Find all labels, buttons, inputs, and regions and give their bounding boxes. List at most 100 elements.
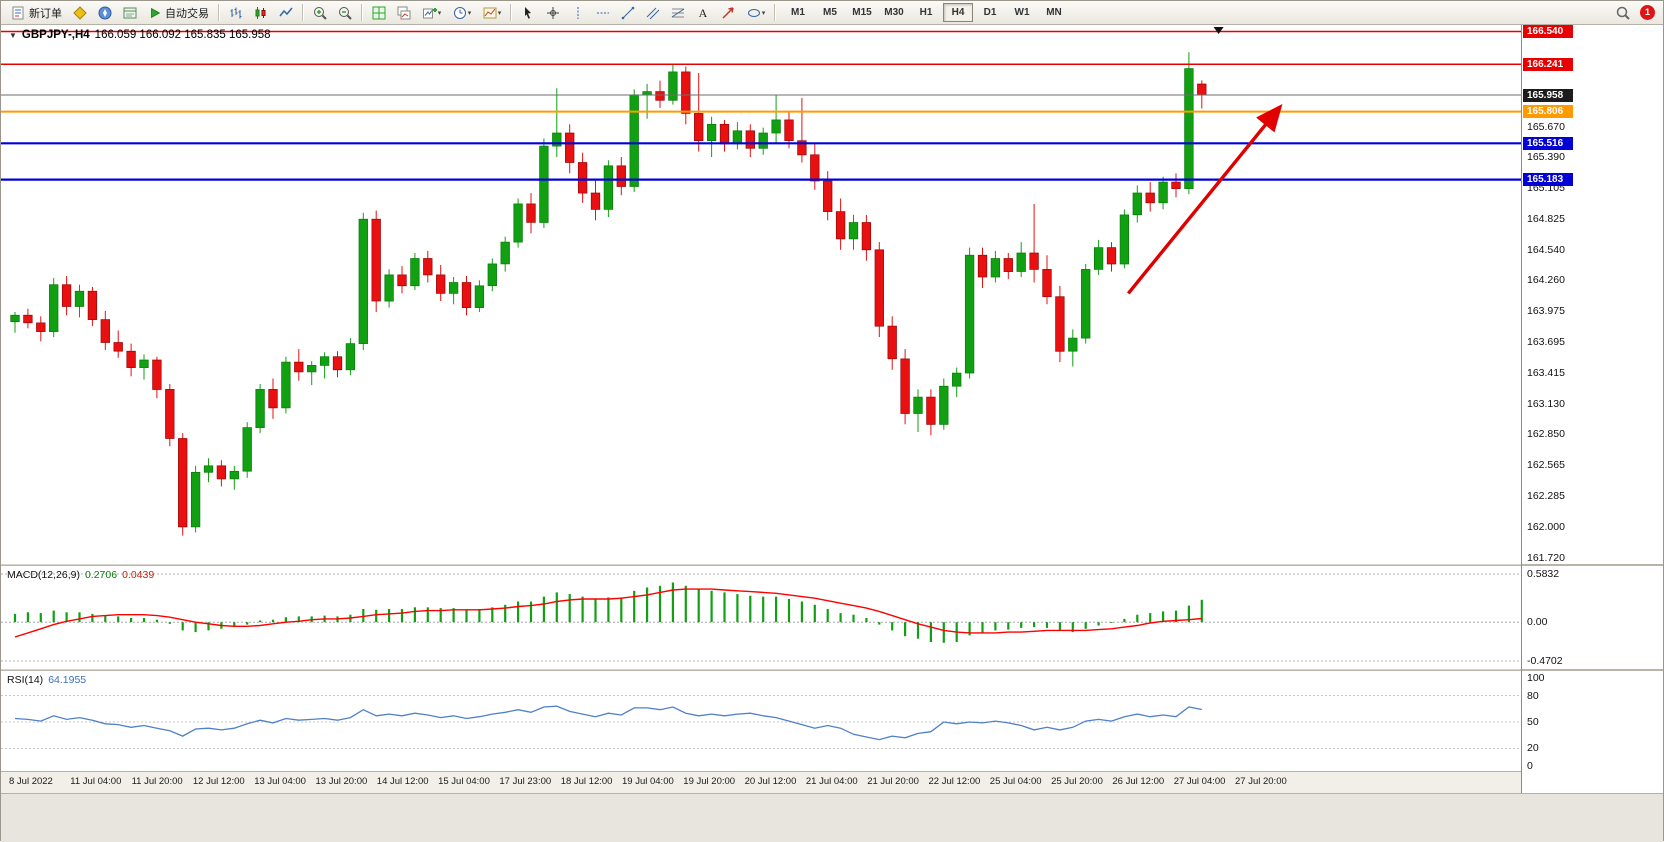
time-label: 21 Jul 04:00 xyxy=(805,776,858,787)
price-tick: 163.130 xyxy=(1527,397,1565,410)
horizontal-line-icon xyxy=(597,12,609,13)
indicators-button[interactable]: ▾ xyxy=(417,2,446,24)
crosshair-icon xyxy=(547,6,559,19)
macd-name: MACD(12,26,9) xyxy=(7,569,80,581)
navigator-button[interactable] xyxy=(93,2,117,24)
terminal-icon xyxy=(123,7,137,18)
time-label: 25 Jul 20:00 xyxy=(1051,776,1103,787)
time-label: 26 Jul 12:00 xyxy=(1112,776,1165,787)
price-tag-165.183: 165.183 xyxy=(1523,173,1573,187)
time-label: 14 Jul 12:00 xyxy=(376,776,429,787)
notification-badge[interactable]: 1 xyxy=(1640,5,1655,20)
macd-canvas[interactable] xyxy=(1,566,1521,669)
price-tag-166.241: 166.241 xyxy=(1523,57,1573,71)
timeframe-h4-button[interactable]: H4 xyxy=(943,3,973,22)
dropdown-caret-icon: ▾ xyxy=(761,9,766,17)
timeframe-mn-button[interactable]: MN xyxy=(1046,7,1062,18)
fibonacci-icon xyxy=(671,8,685,17)
time-label: 27 Jul 04:00 xyxy=(1173,776,1226,787)
horizontal-line-button[interactable] xyxy=(591,2,615,24)
timeframe-toolbar: M1 M5 M15 M30 H1 H4 D1 W1 MN xyxy=(782,3,1070,22)
new-order-button[interactable]: 新订单 xyxy=(5,2,67,24)
macd-scale-tick: -0.4702 xyxy=(1527,655,1563,667)
bar-marker-icon xyxy=(1213,27,1224,34)
time-label: 11 Jul 04:00 xyxy=(70,776,122,787)
time-label: 8 Jul 2022 xyxy=(9,776,53,787)
zoom-out-button[interactable] xyxy=(333,2,357,24)
chart-ohlc-values: 166.059 166.092 165.835 165.958 xyxy=(94,29,271,41)
channel-icon xyxy=(646,7,660,19)
svg-text:A: A xyxy=(699,6,708,20)
zoom-in-button[interactable] xyxy=(308,2,332,24)
main-toolbar: 新订单 自动交易 xyxy=(1,1,1663,25)
price-tick: 162.850 xyxy=(1527,428,1565,441)
rsi-scale-tick: 20 xyxy=(1527,742,1539,755)
vertical-line-button[interactable] xyxy=(566,2,590,24)
price-tick: 162.285 xyxy=(1527,489,1565,502)
time-axis[interactable]: 8 Jul 2022 11 Jul 04:00 11 Jul 20:00 12 Jul… xyxy=(1,771,1521,793)
time-label: 22 Jul 12:00 xyxy=(928,776,981,787)
search-button[interactable] xyxy=(1611,2,1635,24)
crosshair-button[interactable] xyxy=(541,2,565,24)
terminal-button[interactable] xyxy=(118,2,142,24)
chart-column: ▼ GBPJPY-,H4 166.059 166.092 165.835 165… xyxy=(1,25,1521,793)
timeframe-m1-button[interactable]: M1 xyxy=(791,7,805,18)
line-chart-icon xyxy=(279,7,293,16)
timeframe-m30-button[interactable]: M30 xyxy=(884,7,904,18)
fibonacci-button[interactable] xyxy=(666,2,690,24)
price-tick: 165.670 xyxy=(1527,120,1565,133)
tile-windows-button[interactable] xyxy=(367,2,391,24)
price-tag-165.958: 165.958 xyxy=(1523,88,1573,102)
trendline-button[interactable] xyxy=(616,2,640,24)
templates-button[interactable]: ▾ xyxy=(477,2,506,24)
pane-splitter[interactable] xyxy=(1,564,1521,566)
trend-arrow[interactable] xyxy=(1126,103,1283,295)
price-pane[interactable]: ▼ GBPJPY-,H4 166.059 166.092 165.835 165… xyxy=(1,25,1521,564)
market-watch-icon xyxy=(73,5,87,20)
price-tag-166.540: 166.540 xyxy=(1523,25,1573,38)
periods-clock-icon xyxy=(453,6,466,19)
timeframe-h1-button[interactable]: H1 xyxy=(919,7,933,18)
auto-trading-label: 自动交易 xyxy=(165,7,209,20)
cascade-windows-button[interactable] xyxy=(392,2,416,24)
scale-splitter xyxy=(1522,669,1663,671)
separator xyxy=(774,4,776,21)
shapes-button[interactable]: ▾ xyxy=(741,2,770,24)
market-watch-button[interactable] xyxy=(68,2,92,24)
text-button[interactable]: A xyxy=(691,2,715,24)
cascade-windows-icon xyxy=(397,6,411,19)
indicators-icon xyxy=(422,7,437,18)
pane-splitter[interactable] xyxy=(1,669,1521,671)
arrows-button[interactable] xyxy=(716,2,740,24)
price-chart-canvas[interactable] xyxy=(1,25,1521,564)
periods-button[interactable]: ▾ xyxy=(447,2,476,24)
rsi-scale-tick: 0 xyxy=(1527,760,1533,772)
price-scale[interactable]: 165.670 165.390 165.105 164.825 164.540 164.2… xyxy=(1521,25,1663,793)
price-tick: 163.415 xyxy=(1527,366,1565,379)
price-tick: 165.390 xyxy=(1527,151,1565,163)
rsi-name: RSI(14) xyxy=(7,674,44,686)
separator xyxy=(510,4,512,21)
line-chart-button[interactable] xyxy=(274,2,298,24)
timeframe-d1-button[interactable]: D1 xyxy=(983,7,997,18)
timeframe-m5-button[interactable]: M5 xyxy=(823,7,837,18)
rsi-canvas[interactable] xyxy=(1,671,1521,771)
timeframe-w1-button[interactable]: W1 xyxy=(1014,7,1030,18)
rsi-label: RSI(14) 64.1955 xyxy=(7,674,86,686)
channel-button[interactable] xyxy=(641,2,665,24)
time-label: 20 Jul 12:00 xyxy=(744,776,797,787)
separator xyxy=(302,4,304,21)
cursor-button[interactable] xyxy=(516,2,540,24)
time-label: 13 Jul 20:00 xyxy=(315,776,368,787)
price-tick: 164.540 xyxy=(1527,243,1565,256)
auto-trading-button[interactable]: 自动交易 xyxy=(143,2,214,24)
macd-pane[interactable]: MACD(12,26,9) 0.2706 0.0439 xyxy=(1,566,1521,669)
candlestick-chart-button[interactable] xyxy=(249,2,273,24)
time-label: 11 Jul 20:00 xyxy=(131,776,183,787)
bar-chart-button[interactable] xyxy=(224,2,248,24)
rsi-pane[interactable]: RSI(14) 64.1955 xyxy=(1,671,1521,771)
timeframe-m15-button[interactable]: M15 xyxy=(852,7,872,18)
time-label: 12 Jul 12:00 xyxy=(192,776,245,787)
chart-dropdown-icon[interactable]: ▼ xyxy=(9,30,17,40)
